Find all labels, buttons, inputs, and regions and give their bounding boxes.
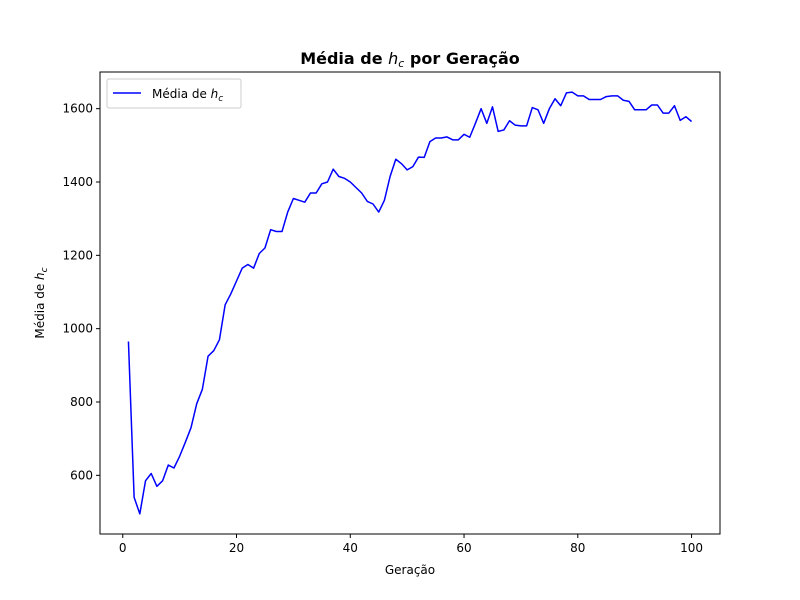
legend: Média de hc — [106, 78, 242, 109]
ylabel-var: h — [33, 272, 47, 280]
x-axis-ticks: 0 20 40 60 80 100 — [119, 534, 703, 555]
x-tick-label: 60 — [456, 541, 471, 555]
x-tick-label: 80 — [570, 541, 585, 555]
legend-sub: c — [218, 94, 223, 104]
x-axis-label: Geração — [385, 563, 435, 577]
y-tick-label: 800 — [70, 395, 93, 409]
y-axis-label: Média de hc — [33, 267, 50, 338]
x-tick-label: 100 — [680, 541, 703, 555]
legend-prefix: Média de — [152, 87, 211, 101]
y-axis-ticks: 600 800 1000 1200 1400 1600 — [62, 102, 100, 482]
series-line — [127, 91, 693, 515]
legend-var: h — [211, 87, 219, 101]
y-tick-label: 600 — [70, 468, 93, 482]
legend-box — [106, 78, 242, 109]
title-prefix: Média de — [300, 49, 388, 68]
x-tick-label: 0 — [119, 541, 127, 555]
legend-label: Média de hc — [152, 87, 223, 104]
y-tick-label: 1600 — [62, 102, 93, 116]
y-tick-label: 1200 — [62, 248, 93, 262]
chart-title: Média de hc por Geração — [300, 49, 520, 70]
series-lines — [127, 91, 693, 515]
y-tick-label: 1000 — [62, 322, 93, 336]
title-sub: c — [398, 57, 404, 70]
y-tick-label: 1400 — [62, 175, 93, 189]
ylabel-prefix: Média de — [33, 280, 47, 339]
x-tick-label: 20 — [229, 541, 244, 555]
ylabel-sub: c — [40, 267, 50, 272]
plot-frame — [99, 71, 721, 535]
x-tick-label: 40 — [343, 541, 358, 555]
title-suffix: por Geração — [404, 49, 519, 68]
title-var: h — [388, 49, 398, 68]
